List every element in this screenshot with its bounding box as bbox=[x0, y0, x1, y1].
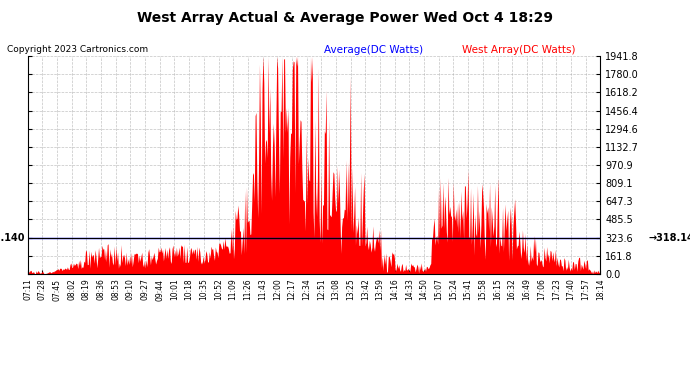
Text: ←318.140: ←318.140 bbox=[0, 233, 25, 243]
Text: →318.140: →318.140 bbox=[649, 233, 690, 243]
Text: Copyright 2023 Cartronics.com: Copyright 2023 Cartronics.com bbox=[7, 45, 148, 54]
Text: West Array Actual & Average Power Wed Oct 4 18:29: West Array Actual & Average Power Wed Oc… bbox=[137, 11, 553, 25]
Text: West Array(DC Watts): West Array(DC Watts) bbox=[462, 45, 575, 55]
Text: Average(DC Watts): Average(DC Watts) bbox=[324, 45, 424, 55]
